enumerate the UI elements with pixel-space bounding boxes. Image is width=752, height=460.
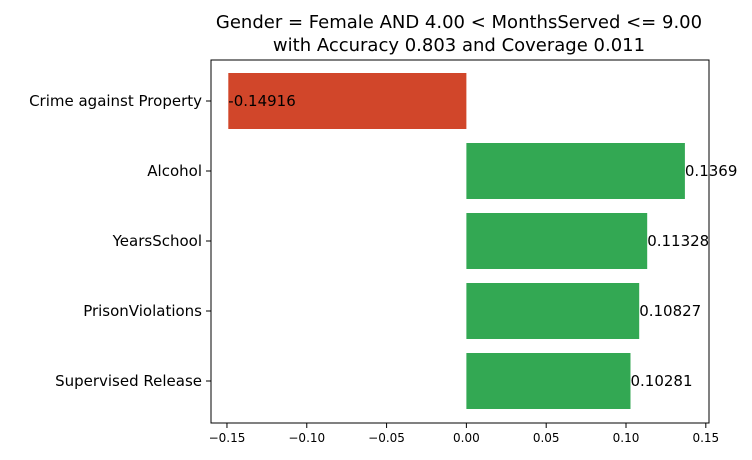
x-tick-label-6: 0.15: [692, 431, 719, 445]
x-tick-label-3: 0.00: [453, 431, 480, 445]
bar-1: [466, 143, 685, 199]
data-label-3: 0.10827: [639, 302, 701, 320]
data-label-0: -0.14916: [228, 92, 295, 110]
y-tick-label-0: Crime against Property: [29, 92, 202, 110]
x-tick-label-0: −0.15: [209, 431, 246, 445]
data-label-2: 0.11328: [647, 232, 709, 250]
x-tick-label-4: 0.05: [533, 431, 560, 445]
x-tick-label-5: 0.10: [613, 431, 640, 445]
chart-title-line-1: Gender = Female AND 4.00 < MonthsServed …: [216, 12, 702, 33]
bar-0: [228, 73, 467, 129]
chart-title-line-2: with Accuracy 0.803 and Coverage 0.011: [273, 35, 645, 56]
data-label-1: 0.1369: [685, 162, 738, 180]
y-tick-label-4: Supervised Release: [55, 372, 202, 390]
x-tick-label-2: −0.05: [368, 431, 405, 445]
bar-3: [466, 283, 640, 339]
data-label-4: 0.10281: [630, 372, 692, 390]
plot-area: Crime against Property -0.14916 Alcohol 0.1…: [29, 59, 738, 445]
x-tick-label-1: −0.10: [288, 431, 325, 445]
bar-4: [466, 353, 631, 409]
y-tick-label-2: YearsSchool: [112, 232, 202, 250]
y-tick-label-3: PrisonViolations: [83, 302, 202, 320]
y-tick-label-1: Alcohol: [147, 162, 202, 180]
bar-2: [466, 213, 648, 269]
plot-frame: [210, 59, 710, 424]
